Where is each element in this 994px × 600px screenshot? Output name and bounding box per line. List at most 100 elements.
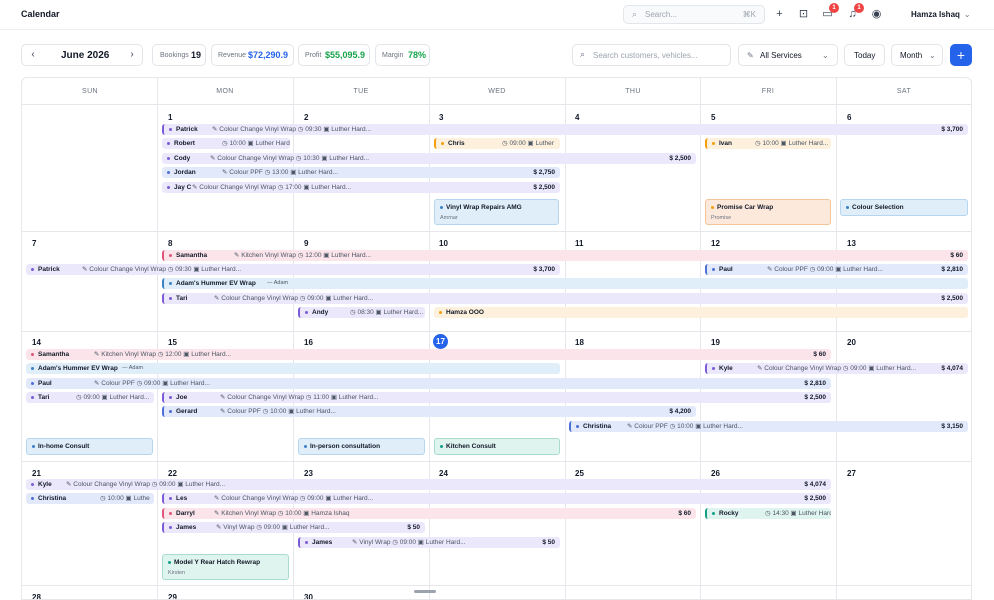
- day-number[interactable]: 3: [439, 113, 444, 122]
- day-number[interactable]: 5: [711, 113, 716, 122]
- day-number[interactable]: 6: [847, 113, 852, 122]
- plus-icon[interactable]: +: [776, 8, 783, 20]
- event-bar[interactable]: Andy ◷ 08:30 ▣ Luther Hard...: [298, 307, 425, 318]
- day-number[interactable]: 8: [168, 239, 173, 248]
- event-detail: ◷ 08:30 ▣ Luther Hard...: [350, 309, 424, 316]
- day-number[interactable]: 20: [847, 338, 856, 347]
- event-bar[interactable]: Samantha ✎ Kitchen Vinyl Wrap ◷ 12:00 ▣ L…: [162, 250, 968, 261]
- event-amount: $ 2,810: [804, 380, 826, 387]
- event-card[interactable]: Vinyl Wrap Repairs AMG Ammar: [434, 199, 559, 225]
- day-number[interactable]: 11: [575, 239, 584, 248]
- service-filter-select[interactable]: ✎ All Services ⌄: [738, 44, 838, 66]
- day-number[interactable]: 22: [168, 469, 177, 478]
- day-number[interactable]: 21: [32, 469, 41, 478]
- event-card[interactable]: Kitchen Consult: [434, 438, 560, 455]
- chevron-left-icon[interactable]: ‹: [31, 49, 35, 60]
- event-title: Model Y Rear Hatch Rewrap: [174, 559, 261, 566]
- view-select[interactable]: Month ⌄: [891, 44, 943, 66]
- day-number[interactable]: 26: [711, 469, 720, 478]
- briefcase-icon[interactable]: ⊡: [798, 8, 809, 20]
- today-day-number[interactable]: 17: [433, 334, 448, 349]
- event-bar[interactable]: James ✎ Vinyl Wrap ◷ 09:00 ▣ Luther Hard.…: [298, 537, 560, 548]
- chevron-right-icon[interactable]: ›: [130, 49, 134, 60]
- today-button[interactable]: Today: [844, 44, 885, 66]
- event-bar[interactable]: Joe ✎ Colour Change Vinyl Wrap ◷ 11:00 ▣ …: [162, 392, 831, 403]
- event-bar[interactable]: Adam's Hummer EV Wrap — Adam: [162, 278, 968, 289]
- event-bar[interactable]: Tari ◷ 09:00 ▣ Luther Hard...: [26, 392, 154, 403]
- scrollbar-handle[interactable]: [414, 590, 436, 593]
- event-bar[interactable]: Paul ✎ Colour PPF ◷ 09:00 ▣ Luther Hard..…: [705, 264, 968, 275]
- add-booking-button[interactable]: +: [950, 44, 972, 66]
- event-bar[interactable]: James ✎ Vinyl Wrap ◷ 09:00 ▣ Luther Hard.…: [162, 522, 425, 533]
- day-number[interactable]: 15: [168, 338, 177, 347]
- event-bar[interactable]: Samantha ✎ Kitchen Vinyl Wrap ◷ 12:00 ▣ L…: [26, 349, 831, 360]
- event-bar[interactable]: Ivan ◷ 10:00 ▣ Luther Hard...: [705, 138, 831, 149]
- day-number[interactable]: 1: [168, 113, 173, 122]
- day-number[interactable]: 30: [304, 593, 313, 600]
- event-card[interactable]: Promise Car Wrap Promise: [705, 199, 831, 225]
- event-dot: [168, 561, 171, 564]
- event-name: James: [312, 539, 333, 546]
- event-bar[interactable]: Patrick ✎ Colour Change Vinyl Wrap ◷ 09:3…: [26, 264, 560, 275]
- event-bar[interactable]: Tari ✎ Colour Change Vinyl Wrap ◷ 09:00 ▣…: [162, 293, 968, 304]
- event-bar[interactable]: Christina ◷ 10:00 ▣ Luthe: [26, 493, 154, 504]
- event-card[interactable]: In-home Consult: [26, 438, 153, 455]
- day-number[interactable]: 18: [575, 338, 584, 347]
- event-bar[interactable]: Gerard ✎ Colour PPF ◷ 10:00 ▣ Luther Hard…: [162, 406, 696, 417]
- event-dot: [169, 410, 172, 413]
- event-bar[interactable]: Adam's Hummer EV Wrap — Adam: [26, 363, 560, 374]
- event-dot: [169, 526, 172, 529]
- day-number[interactable]: 24: [439, 469, 448, 478]
- weekday-header: WED: [429, 78, 565, 105]
- day-number[interactable]: 4: [575, 113, 580, 122]
- event-detail: ◷ 10:00 ▣ Luther Hard...: [755, 140, 829, 147]
- eye-icon[interactable]: ◉: [871, 8, 882, 20]
- user-menu[interactable]: Hamza Ishaq ⌄: [911, 10, 971, 19]
- day-number[interactable]: 9: [304, 239, 309, 248]
- event-bar[interactable]: Chris ◷ 09:00 ▣ Luther: [434, 138, 560, 149]
- event-bar[interactable]: Jordan ✎ Colour PPF ◷ 13:00 ▣ Luther Hard…: [162, 167, 560, 178]
- event-bar[interactable]: Cody ✎ Colour Change Vinyl Wrap ◷ 10:30 ▣…: [162, 153, 696, 164]
- day-number[interactable]: 10: [439, 239, 448, 248]
- event-dot: [167, 142, 170, 145]
- service-filter-value: All Services: [760, 51, 802, 60]
- bell-icon[interactable]: ♫ 1: [845, 3, 864, 22]
- event-name: Samantha: [38, 351, 70, 358]
- event-bar[interactable]: Darryl ✎ Kitchen Vinyl Wrap ◷ 10:00 ▣ Ham…: [162, 508, 696, 519]
- wrench-icon: ✎: [747, 51, 754, 60]
- day-number[interactable]: 16: [304, 338, 313, 347]
- event-bar[interactable]: Jay C ✎ Colour Change Vinyl Wrap ◷ 17:00 …: [162, 182, 560, 193]
- event-dot: [441, 142, 444, 145]
- day-number[interactable]: 28: [32, 593, 41, 600]
- event-bar[interactable]: Rocky ◷ 14:30 ▣ Luther Hard...: [705, 508, 831, 519]
- day-number[interactable]: 13: [847, 239, 856, 248]
- global-search-input[interactable]: ⌕ Search... ⌘K: [623, 5, 765, 24]
- chevron-down-icon: ⌄: [963, 10, 971, 19]
- event-card[interactable]: Colour Selection: [840, 199, 968, 216]
- day-number[interactable]: 25: [575, 469, 584, 478]
- event-bar[interactable]: Hamza OOO: [434, 307, 968, 318]
- event-bar[interactable]: Kyle ✎ Colour Change Vinyl Wrap ◷ 09:00 ▣…: [705, 363, 968, 374]
- message-icon[interactable]: ▭ 1: [820, 3, 839, 22]
- day-number[interactable]: 19: [711, 338, 720, 347]
- day-number[interactable]: 14: [32, 338, 41, 347]
- customer-search-input[interactable]: ⌕ Search customers, vehicles...: [572, 44, 731, 66]
- day-number[interactable]: 23: [304, 469, 313, 478]
- day-number[interactable]: 7: [32, 239, 37, 248]
- event-bar[interactable]: Robert ◷ 10:00 ▣ Luther Hard: [162, 138, 290, 149]
- event-bar[interactable]: Kyle ✎ Colour Change Vinyl Wrap ◷ 09:00 ▣…: [26, 479, 831, 490]
- event-bar[interactable]: Patrick ✎ Colour Change Vinyl Wrap ◷ 09:3…: [162, 124, 968, 135]
- event-card[interactable]: In-person consultation: [298, 438, 425, 455]
- event-title: Promise Car Wrap: [717, 204, 774, 211]
- event-detail: — Adam: [267, 280, 289, 286]
- day-number[interactable]: 12: [711, 239, 720, 248]
- event-card[interactable]: Model Y Rear Hatch Rewrap Kirsten: [162, 554, 289, 580]
- event-name: Gerard: [176, 408, 198, 415]
- event-bar[interactable]: Christina ✎ Colour PPF ◷ 10:00 ▣ Luther H…: [569, 421, 968, 432]
- day-number[interactable]: 2: [304, 113, 309, 122]
- event-bar[interactable]: Les ✎ Colour Change Vinyl Wrap ◷ 09:00 ▣ …: [162, 493, 831, 504]
- event-bar[interactable]: Paul ✎ Colour PPF ◷ 09:00 ▣ Luther Hard..…: [26, 378, 831, 389]
- day-number[interactable]: 27: [847, 469, 856, 478]
- day-number[interactable]: 29: [168, 593, 177, 600]
- user-name: Hamza Ishaq: [911, 10, 960, 19]
